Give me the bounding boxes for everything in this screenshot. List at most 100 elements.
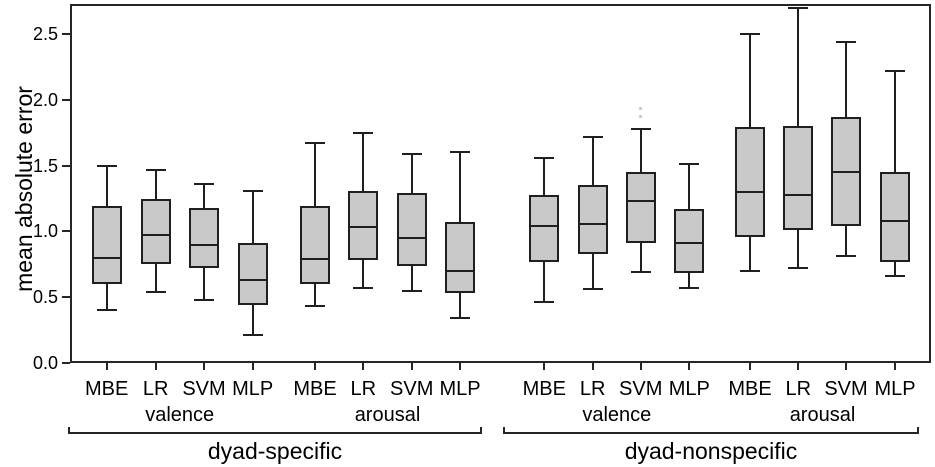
whisker-cap-bottom — [401, 289, 422, 292]
box — [674, 209, 705, 274]
x-axis-model-label: SVM — [824, 378, 868, 400]
box — [783, 126, 814, 231]
box — [396, 193, 427, 266]
x-axis-model-label: LR — [350, 378, 377, 400]
x-axis-model-label: MBE — [293, 378, 337, 400]
whisker-cap-top — [630, 127, 651, 130]
median-line — [882, 219, 908, 222]
whisker-cap-top — [836, 40, 856, 43]
median-line — [142, 234, 169, 237]
x-axis-model-label: MLP — [232, 378, 274, 400]
x-axis-tick — [591, 363, 594, 370]
y-axis-tick — [62, 296, 70, 299]
whisker-cap-bottom — [145, 290, 166, 293]
whisker-cap-top — [305, 142, 325, 145]
panel-bracket — [503, 427, 919, 434]
x-axis-model-label: MBE — [85, 378, 129, 400]
whisker-cap-bottom — [96, 309, 117, 312]
y-axis-tick — [62, 230, 70, 233]
median-line — [447, 269, 473, 272]
whisker-cap-top — [582, 135, 603, 138]
median-line — [93, 256, 120, 259]
x-axis-tick — [105, 363, 108, 370]
panel-label: dyad-specific — [207, 438, 343, 464]
box — [91, 206, 122, 285]
whisker-cap-bottom — [305, 305, 325, 308]
box — [140, 198, 171, 265]
median-line — [239, 279, 266, 282]
y-axis-tick-label: 0.0 — [32, 353, 58, 373]
median-line — [350, 226, 377, 229]
whisker-cap-top — [788, 6, 809, 9]
whisker-cap-top — [96, 164, 117, 167]
whisker-cap-top — [145, 168, 166, 171]
whisker-cap-top — [194, 183, 214, 186]
median-line — [191, 243, 217, 246]
median-line — [737, 190, 763, 193]
x-axis-model-label: LR — [579, 378, 606, 400]
median-line — [302, 258, 328, 261]
median-line — [627, 200, 654, 203]
median-line — [785, 193, 812, 196]
whisker-cap-top — [353, 131, 374, 134]
whisker-cap-bottom — [194, 298, 214, 301]
whisker-cap-bottom — [353, 286, 374, 289]
box — [445, 222, 475, 294]
whisker-cap-bottom — [885, 275, 905, 278]
x-axis-tick — [894, 363, 896, 370]
outlier-dot — [638, 114, 642, 118]
x-axis-tick — [749, 363, 751, 370]
median-line — [579, 222, 606, 225]
x-axis-tick — [459, 363, 461, 370]
whisker-cap-bottom — [450, 317, 470, 320]
whisker-cap-bottom — [788, 267, 809, 270]
x-axis-tick — [410, 363, 413, 370]
x-axis-model-label: MLP — [668, 378, 710, 400]
median-line — [531, 225, 558, 228]
box — [577, 185, 608, 254]
box — [300, 206, 330, 285]
whisker-cap-bottom — [836, 255, 856, 258]
whisker-cap-top — [450, 151, 470, 154]
x-axis-model-label: SVM — [390, 378, 434, 400]
whisker-cap-bottom — [630, 271, 651, 274]
y-axis-tick-label: 0.5 — [32, 287, 58, 308]
whisker-cap-bottom — [740, 269, 760, 272]
panel-bracket — [68, 427, 482, 434]
x-axis-tick — [362, 363, 365, 370]
x-axis-model-label: MBE — [728, 378, 772, 400]
panel-label: dyad-nonspecific — [624, 438, 798, 464]
x-axis-tick — [314, 363, 316, 370]
box — [735, 127, 765, 237]
x-axis-model-label: SVM — [619, 378, 663, 400]
y-axis-tick-label: 1.0 — [32, 221, 58, 242]
x-axis-model-label: MLP — [874, 378, 916, 400]
whisker-cap-bottom — [534, 301, 555, 304]
x-axis-model-label: LR — [142, 378, 169, 400]
y-axis-tick — [62, 362, 70, 364]
whisker-cap-top — [885, 69, 905, 72]
whisker-cap-top — [242, 189, 263, 192]
whisker-cap-bottom — [679, 286, 700, 289]
x-axis-model-label: MLP — [439, 378, 481, 400]
y-axis-tick — [62, 33, 70, 35]
whisker-cap-top — [534, 156, 555, 159]
box — [529, 194, 560, 262]
box — [237, 243, 268, 306]
median-line — [833, 171, 859, 174]
x-axis-tick — [203, 363, 205, 370]
subgroup-label: arousal — [789, 404, 856, 426]
x-axis-tick — [845, 363, 847, 370]
subgroup-label: valence — [145, 404, 215, 426]
subgroup-label: arousal — [354, 404, 421, 426]
x-axis-model-label: LR — [785, 378, 812, 400]
box — [348, 190, 379, 261]
whisker-cap-bottom — [582, 288, 603, 291]
x-axis-model-label: SVM — [182, 378, 226, 400]
x-axis-tick — [688, 363, 691, 370]
x-axis-tick — [154, 363, 157, 370]
subgroup-label: valence — [582, 404, 652, 426]
y-axis-tick-label: 2.0 — [32, 89, 58, 110]
x-axis-tick — [251, 363, 254, 370]
